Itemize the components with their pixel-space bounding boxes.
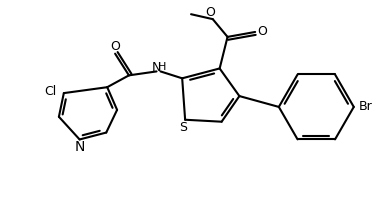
- Text: N: N: [152, 61, 161, 74]
- Text: Cl: Cl: [44, 85, 56, 98]
- Text: N: N: [74, 140, 85, 154]
- Text: H: H: [158, 62, 167, 73]
- Text: Br: Br: [359, 100, 372, 113]
- Text: O: O: [110, 40, 120, 53]
- Text: O: O: [205, 6, 215, 19]
- Text: O: O: [257, 25, 267, 38]
- Text: S: S: [179, 121, 187, 134]
